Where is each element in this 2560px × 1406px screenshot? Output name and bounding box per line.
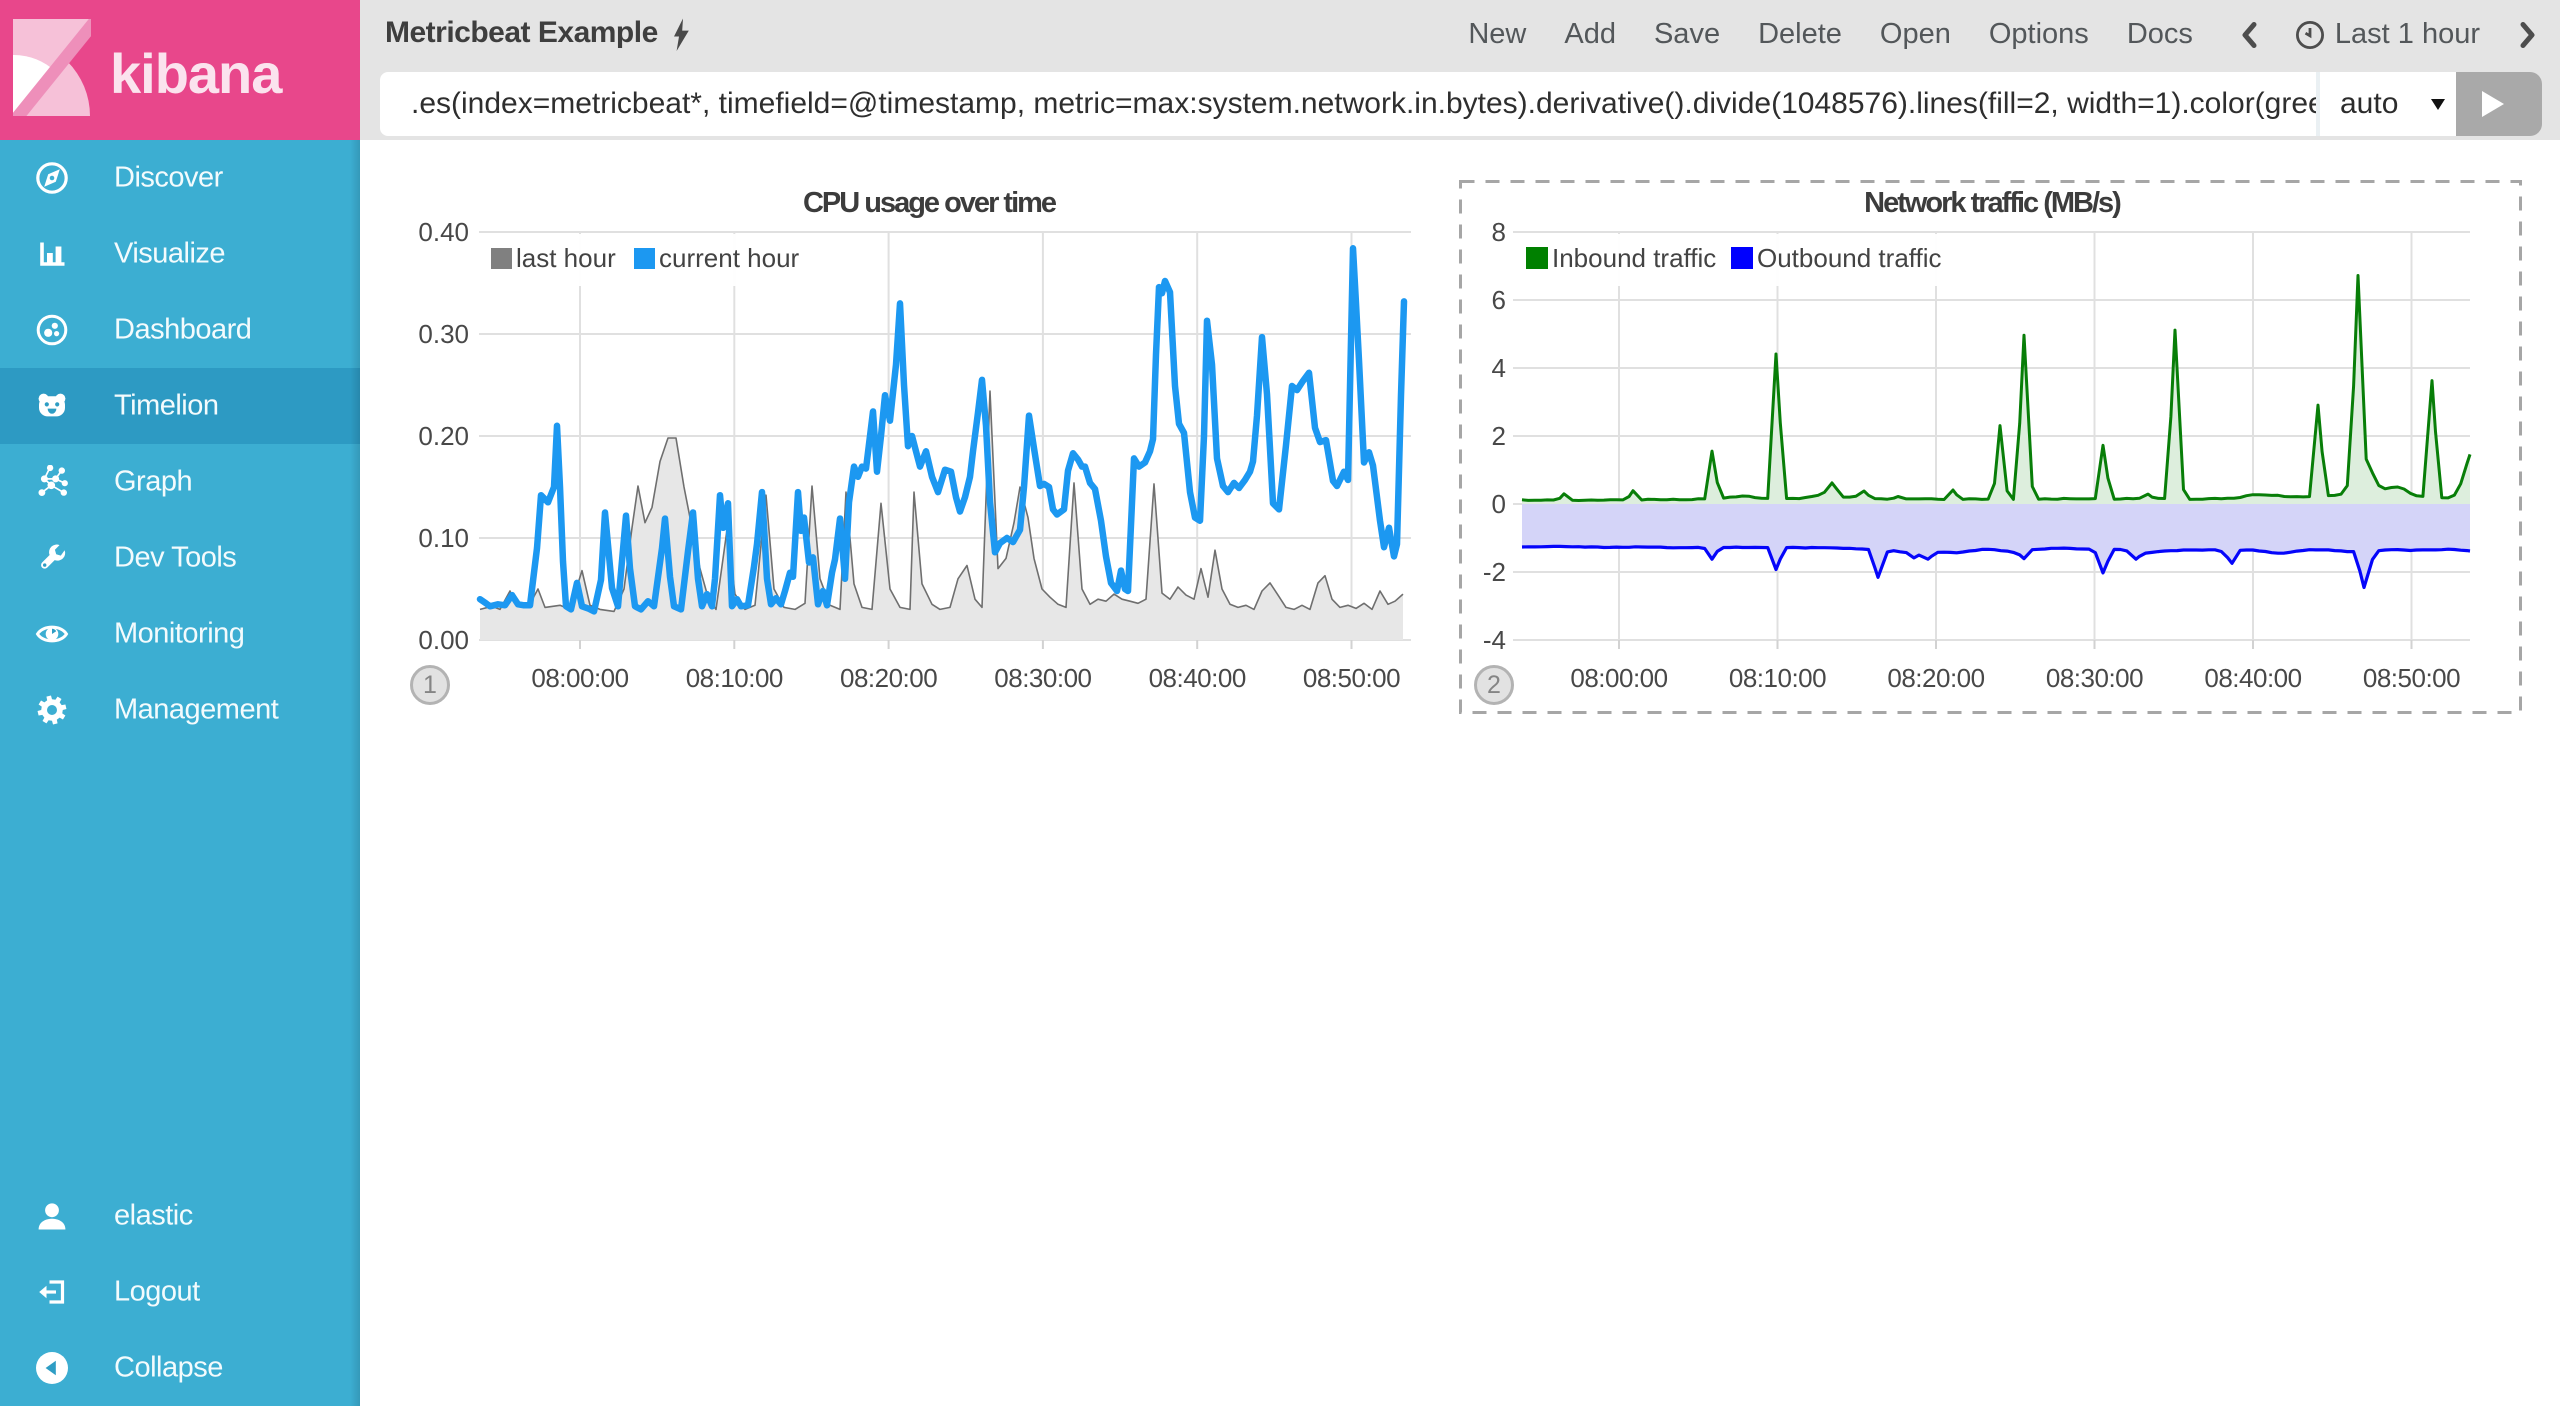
svg-text:0: 0 [1492,489,1506,519]
svg-text:CPU usage over time: CPU usage over time [803,187,1057,219]
svg-text:08:30:00: 08:30:00 [2046,663,2143,693]
svg-text:08:20:00: 08:20:00 [840,663,937,693]
svg-text:-4: -4 [1483,625,1506,655]
svg-text:Network traffic (MB/s): Network traffic (MB/s) [1864,187,2121,219]
svg-text:08:50:00: 08:50:00 [2363,663,2460,693]
svg-text:Inbound traffic: Inbound traffic [1552,243,1716,273]
svg-text:08:00:00: 08:00:00 [1570,663,1667,693]
svg-text:0.20: 0.20 [418,421,469,451]
svg-text:current hour: current hour [659,243,800,273]
svg-text:08:40:00: 08:40:00 [1149,663,1246,693]
svg-text:0.10: 0.10 [418,523,469,553]
svg-text:08:10:00: 08:10:00 [686,663,783,693]
svg-text:-2: -2 [1483,557,1506,587]
svg-text:8: 8 [1492,217,1506,247]
svg-text:08:50:00: 08:50:00 [1303,663,1400,693]
svg-text:08:00:00: 08:00:00 [531,663,628,693]
svg-text:2: 2 [1492,421,1506,451]
svg-text:08:20:00: 08:20:00 [1887,663,1984,693]
svg-text:0.00: 0.00 [418,625,469,655]
svg-text:4: 4 [1492,353,1506,383]
svg-text:0.30: 0.30 [418,319,469,349]
svg-text:08:30:00: 08:30:00 [994,663,1091,693]
svg-text:6: 6 [1492,285,1506,315]
svg-text:08:40:00: 08:40:00 [2204,663,2301,693]
svg-text:Outbound traffic: Outbound traffic [1757,243,1942,273]
svg-text:08:10:00: 08:10:00 [1729,663,1826,693]
svg-text:0.40: 0.40 [418,217,469,247]
svg-text:last hour: last hour [516,243,616,273]
